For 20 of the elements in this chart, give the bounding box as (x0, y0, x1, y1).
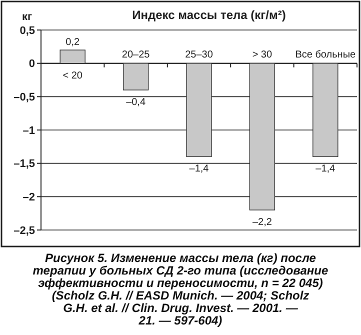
x-tick-label: Все больные (295, 49, 356, 60)
chart-title: Индекс массы тела (кг/м²) (132, 8, 286, 22)
y-tick-label: –2,5 (14, 224, 35, 237)
data-label: 0,2 (66, 37, 80, 48)
y-tick-label: –1,5 (14, 158, 35, 170)
y-tick-label: 0 (28, 58, 35, 70)
y-tick-label: –2 (22, 192, 35, 204)
data-label: –0,4 (126, 97, 146, 108)
data-label: –2,2 (252, 217, 272, 228)
text: Рисунок 5. Изменение массы тела (кг) после терапии у больных СД 2-го типа (исследование эффективности и переносимости, n = 22 045) (Scholz G.H. // EASD Munich. — 2004; Scholz G.H. et al. // Clin. Drug. Invest. — 2001. — 21. — 597-604) (32, 251, 329, 328)
y-tick-label: –1 (22, 124, 35, 137)
y-tick-label: –0,5 (14, 92, 35, 104)
x-tick-label: 20–25 (122, 49, 150, 60)
data-label: –1,4 (316, 164, 336, 175)
data-label: –1,4 (189, 164, 210, 175)
y-axis-title: кг (22, 11, 32, 23)
x-tick-label: < 20 (62, 70, 83, 82)
x-tick-label: 25–30 (185, 49, 214, 60)
x-tick-label: > 30 (252, 49, 273, 60)
y-tick-label: 0,5 (20, 24, 35, 37)
